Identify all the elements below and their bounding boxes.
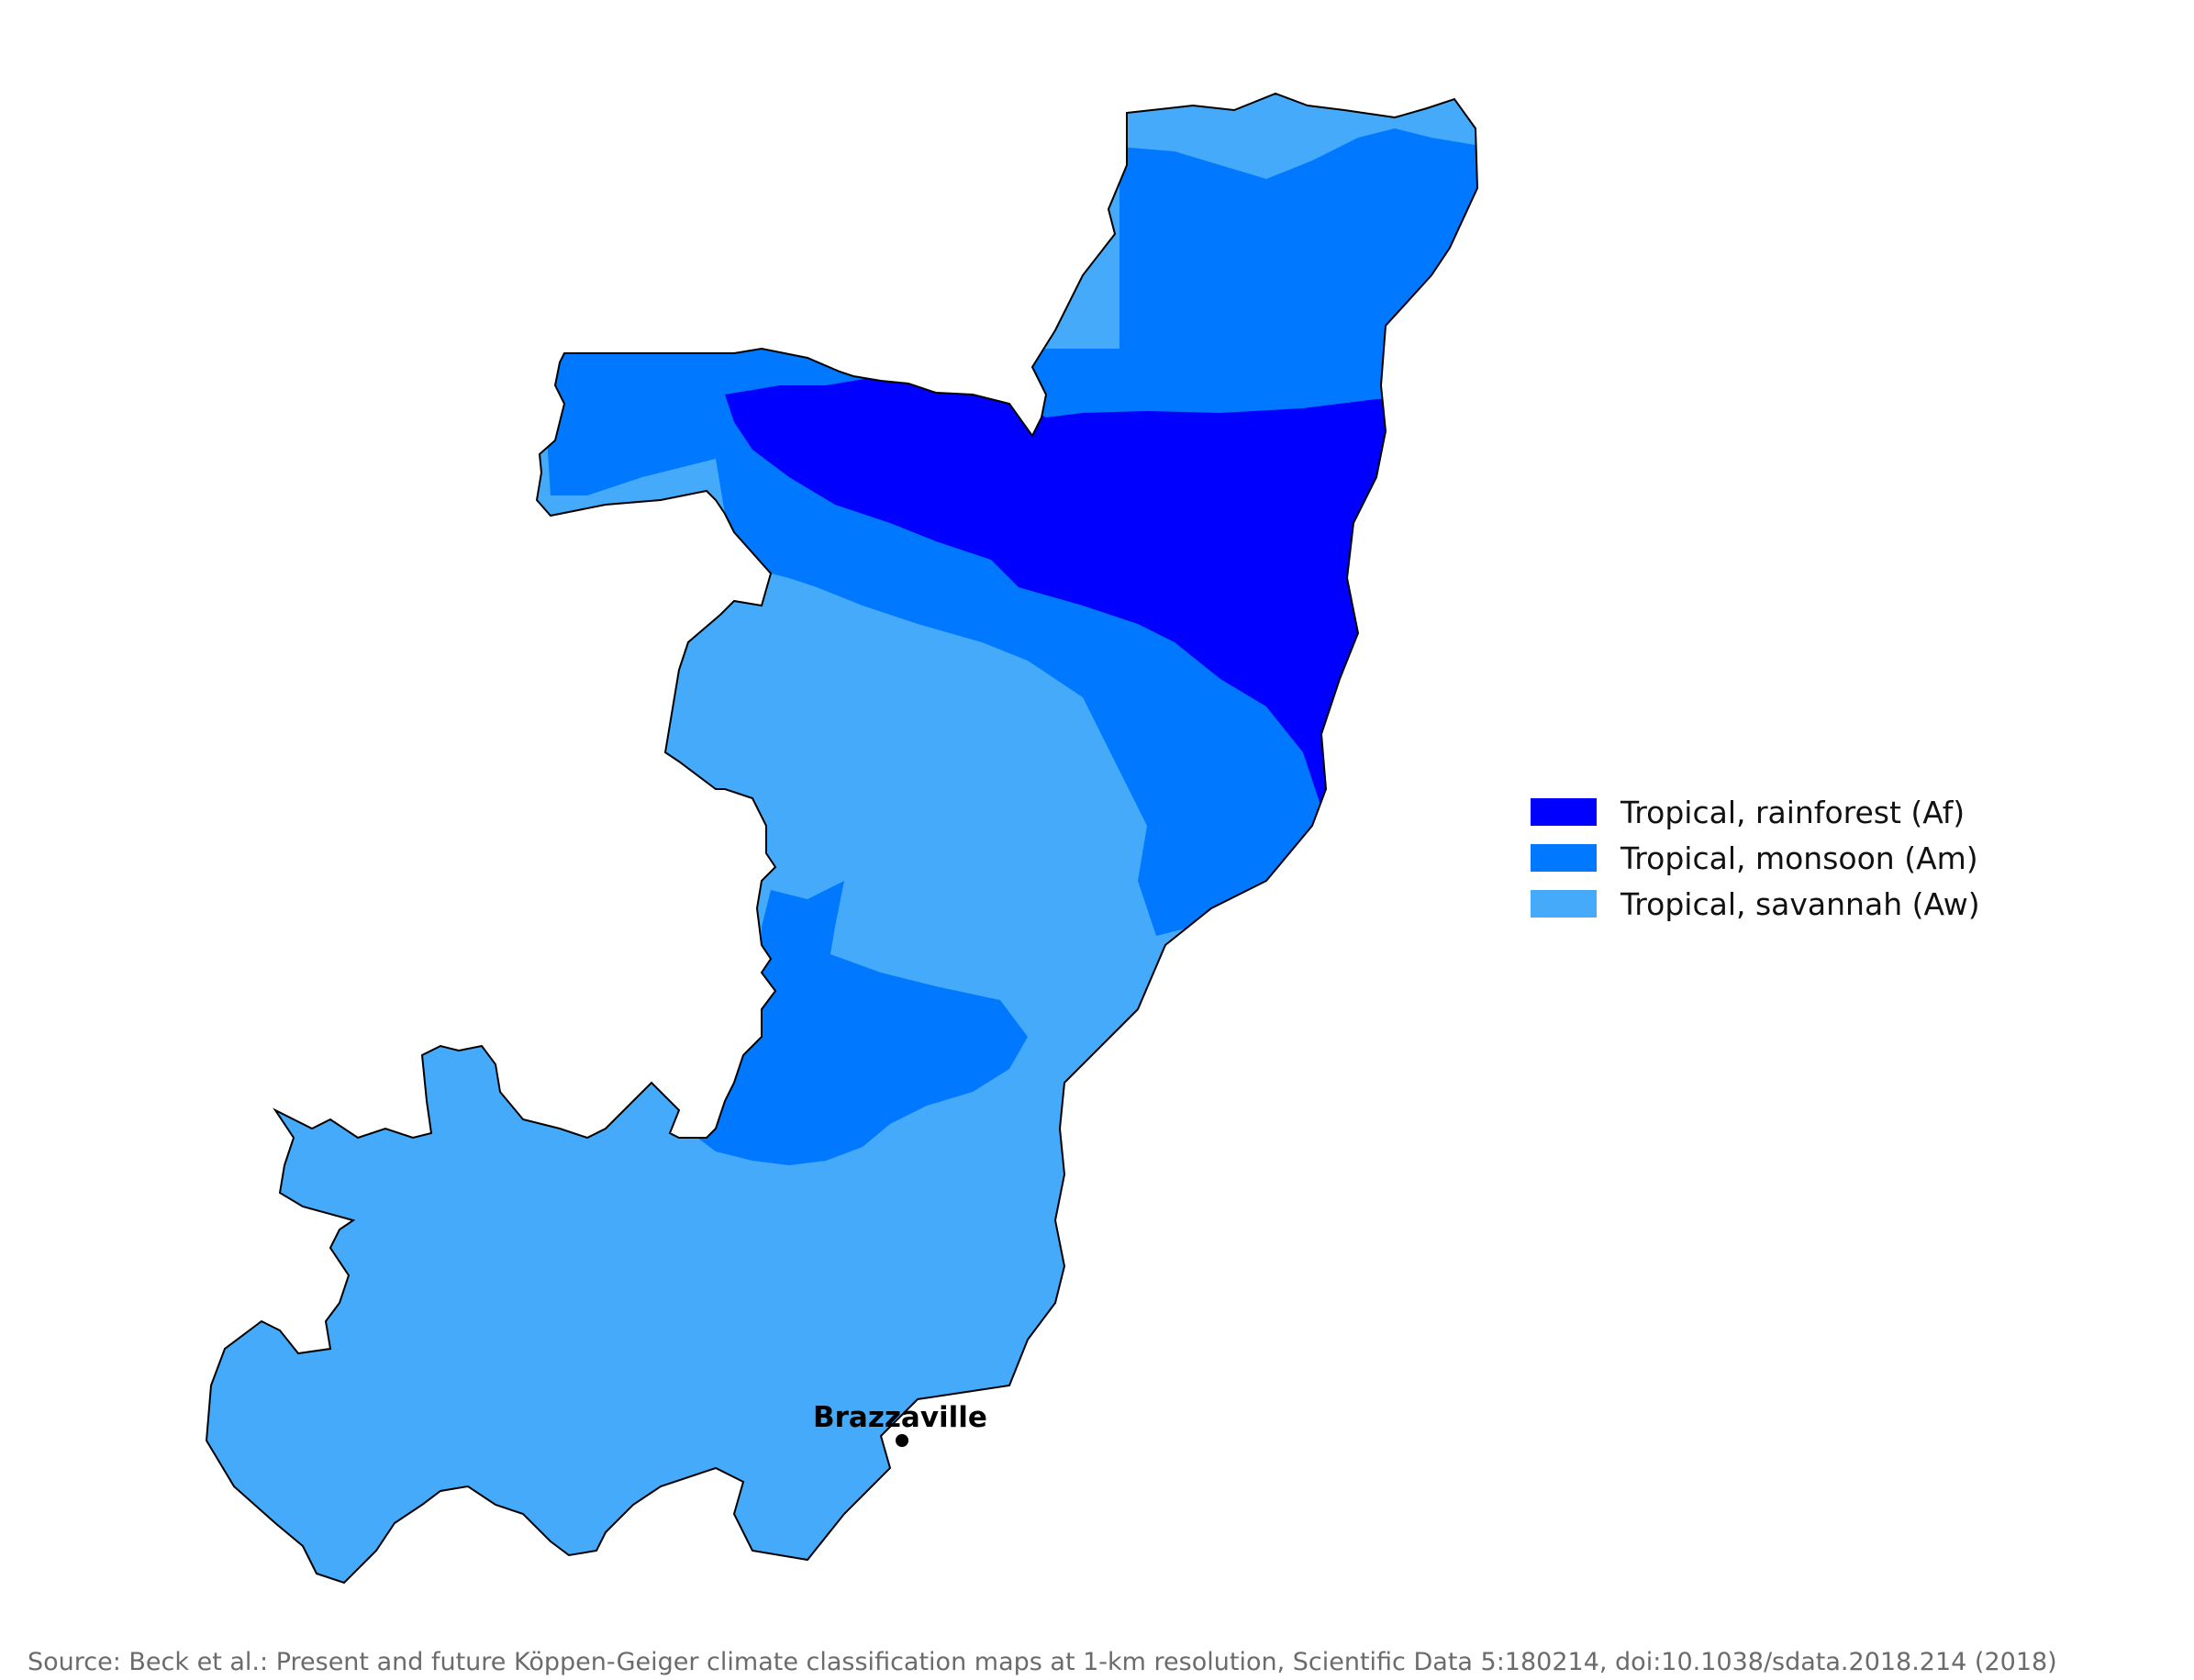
brazzaville-label: Brazzaville [813, 1401, 987, 1434]
source-citation: Source: Beck et al.: Present and future … [28, 1648, 2057, 1676]
monsoon-zone-south [697, 881, 1028, 1165]
country-border [205, 92, 1479, 1585]
legend-label-am: Tropical, monsoon (Am) [1620, 840, 1978, 876]
legend-label-aw: Tropical, savannah (Aw) [1620, 885, 1980, 922]
legend-swatch-am [1531, 844, 1597, 872]
legend-item-am: Tropical, monsoon (Am) [1531, 835, 1980, 881]
legend-item-aw: Tropical, savannah (Aw) [1531, 881, 1980, 927]
legend-swatch-aw [1531, 890, 1597, 918]
rainforest-zone [725, 376, 1477, 807]
legend-swatch-af [1531, 798, 1597, 826]
legend: Tropical, rainforest (Af) Tropical, mons… [1531, 789, 1980, 927]
legend-label-af: Tropical, rainforest (Af) [1620, 794, 1966, 830]
legend-item-af: Tropical, rainforest (Af) [1531, 789, 1980, 835]
brazzaville-marker [896, 1434, 908, 1447]
